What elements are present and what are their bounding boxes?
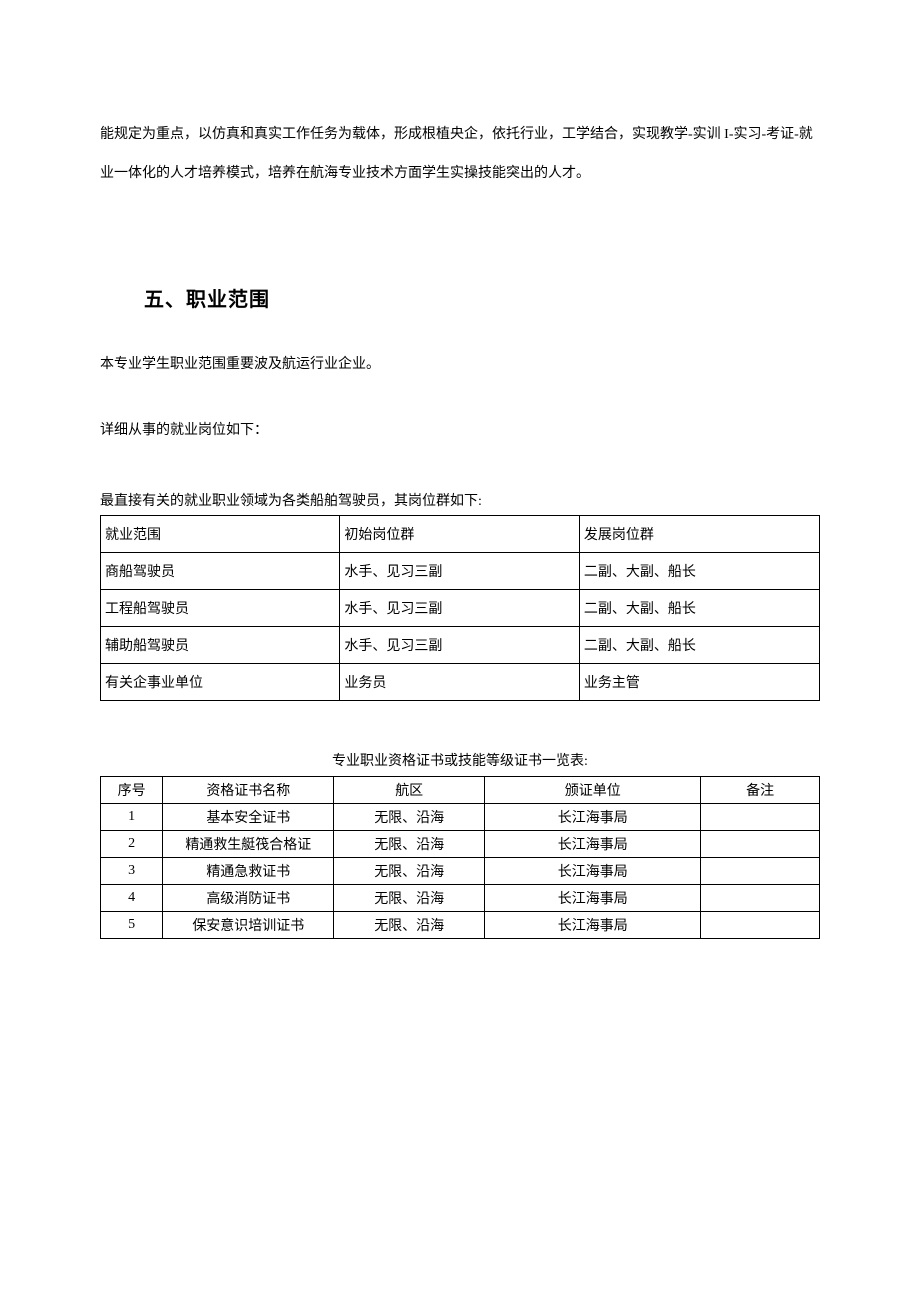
table-cell: 无限、沿海 (334, 884, 485, 911)
table-header-cell: 航区 (334, 776, 485, 803)
table-row: 就业范围 初始岗位群 发展岗位群 (101, 516, 820, 553)
table-cell: 2 (101, 830, 163, 857)
table-cell: 无限、沿海 (334, 830, 485, 857)
table-cell: 1 (101, 803, 163, 830)
table-cell: 无限、沿海 (334, 911, 485, 938)
scope-sentence-1: 本专业学生职业范围重要波及航运行业企业。 (100, 312, 820, 377)
table-cell (701, 830, 820, 857)
table-cell: 二副、大副、船长 (579, 553, 819, 590)
table-row: 有关企事业单位 业务员 业务主管 (101, 664, 820, 701)
table-header-cell: 资格证书名称 (163, 776, 334, 803)
table1-caption: 最直接有关的就业职业领域为各类船舶驾驶员，其岗位群如下: (100, 443, 820, 513)
job-positions-table: 就业范围 初始岗位群 发展岗位群 商船驾驶员 水手、见习三副 二副、大副、船长 … (100, 515, 820, 701)
table-cell: 业务员 (340, 664, 579, 701)
table-cell: 有关企事业单位 (101, 664, 340, 701)
table-cell: 初始岗位群 (340, 516, 579, 553)
table-cell: 4 (101, 884, 163, 911)
table-cell: 长江海事局 (485, 911, 701, 938)
table-cell: 精通救生艇筏合格证 (163, 830, 334, 857)
table-row: 5 保安意识培训证书 无限、沿海 长江海事局 (101, 911, 820, 938)
table-row: 工程船驾驶员 水手、见习三副 二副、大副、船长 (101, 590, 820, 627)
table-cell: 精通急救证书 (163, 857, 334, 884)
table-cell: 发展岗位群 (579, 516, 819, 553)
table-cell: 水手、见习三副 (340, 590, 579, 627)
table-row: 2 精通救生艇筏合格证 无限、沿海 长江海事局 (101, 830, 820, 857)
table-cell: 保安意识培训证书 (163, 911, 334, 938)
table-cell: 商船驾驶员 (101, 553, 340, 590)
table-header-cell: 备注 (701, 776, 820, 803)
table-cell: 3 (101, 857, 163, 884)
table-cell: 就业范围 (101, 516, 340, 553)
table-cell: 长江海事局 (485, 803, 701, 830)
table-header-cell: 序号 (101, 776, 163, 803)
table-cell: 长江海事局 (485, 857, 701, 884)
table-row: 1 基本安全证书 无限、沿海 长江海事局 (101, 803, 820, 830)
table-cell: 无限、沿海 (334, 803, 485, 830)
table-cell (701, 857, 820, 884)
table-row: 3 精通急救证书 无限、沿海 长江海事局 (101, 857, 820, 884)
table-cell: 水手、见习三副 (340, 553, 579, 590)
table-row: 商船驾驶员 水手、见习三副 二副、大副、船长 (101, 553, 820, 590)
certificates-table: 序号 资格证书名称 航区 颁证单位 备注 1 基本安全证书 无限、沿海 长江海事… (100, 776, 820, 939)
table-row: 序号 资格证书名称 航区 颁证单位 备注 (101, 776, 820, 803)
section-heading: 五、职业范围 (100, 193, 820, 312)
table2-caption: 专业职业资格证书或技能等级证书一览表: (100, 701, 820, 773)
table-cell (701, 884, 820, 911)
table-cell: 5 (101, 911, 163, 938)
table-cell: 长江海事局 (485, 884, 701, 911)
table-cell: 高级消防证书 (163, 884, 334, 911)
table-cell (701, 911, 820, 938)
scope-sentence-2: 详细从事的就业岗位如下： (100, 378, 820, 443)
table-cell: 二副、大副、船长 (579, 590, 819, 627)
table-cell: 长江海事局 (485, 830, 701, 857)
table-cell: 水手、见习三副 (340, 627, 579, 664)
table-row: 4 高级消防证书 无限、沿海 长江海事局 (101, 884, 820, 911)
table-header-cell: 颁证单位 (485, 776, 701, 803)
table-cell: 业务主管 (579, 664, 819, 701)
table-cell: 辅助船驾驶员 (101, 627, 340, 664)
table-cell: 基本安全证书 (163, 803, 334, 830)
table-row: 辅助船驾驶员 水手、见习三副 二副、大副、船长 (101, 627, 820, 664)
intro-paragraph: 能规定为重点，以仿真和真实工作任务为载体，形成根植央企，依托行业，工学结合，实现… (100, 0, 820, 193)
table-cell: 工程船驾驶员 (101, 590, 340, 627)
table-cell (701, 803, 820, 830)
table-cell: 无限、沿海 (334, 857, 485, 884)
document-page: 能规定为重点，以仿真和真实工作任务为载体，形成根植央企，依托行业，工学结合，实现… (0, 0, 920, 939)
table-cell: 二副、大副、船长 (579, 627, 819, 664)
